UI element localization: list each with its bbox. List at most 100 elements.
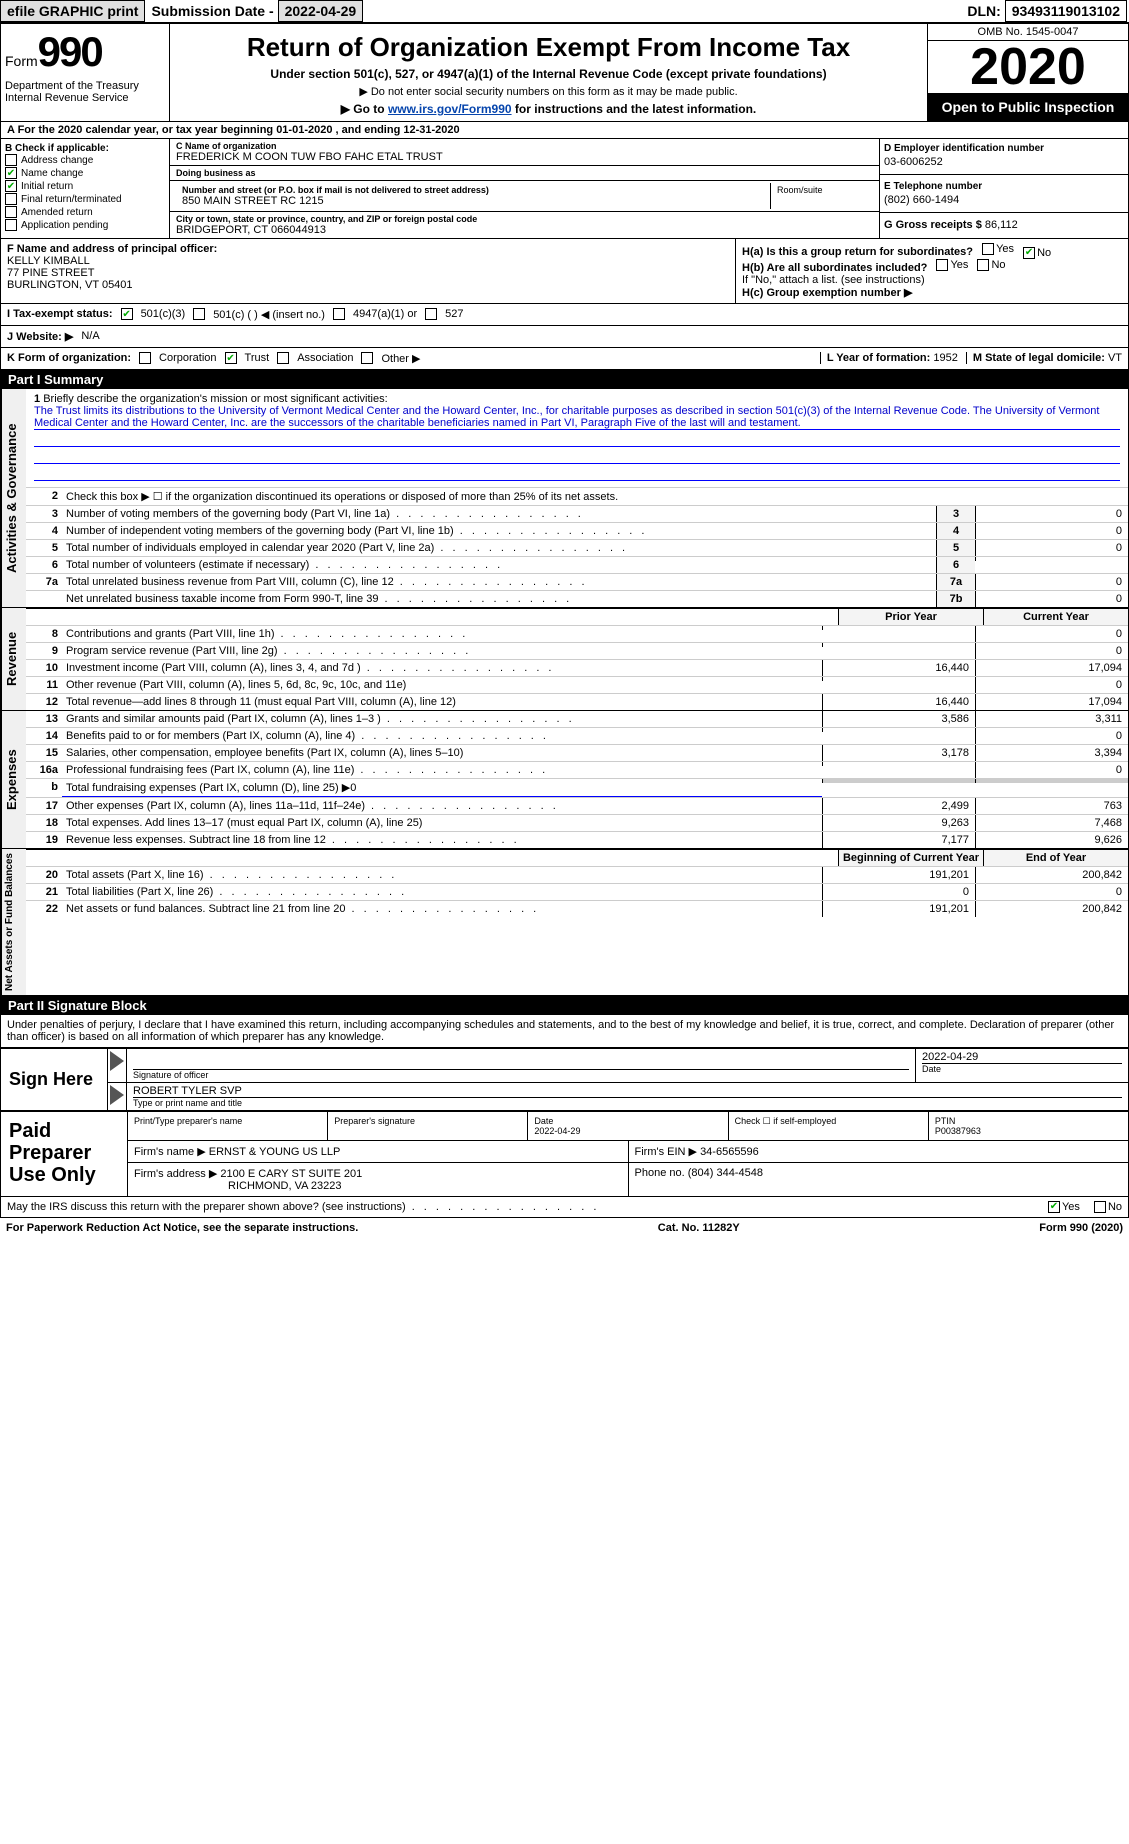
box-h: H(a) Is this a group return for subordin… bbox=[736, 239, 1128, 303]
chk-corp[interactable] bbox=[139, 352, 151, 364]
sign-here-label: Sign Here bbox=[1, 1049, 108, 1110]
tax-year: 2020 bbox=[928, 41, 1128, 93]
line14: Benefits paid to or for members (Part IX… bbox=[62, 728, 822, 744]
c9: 0 bbox=[975, 643, 1128, 659]
lbl-app-pending: Application pending bbox=[21, 220, 108, 231]
lbl-final-return: Final return/terminated bbox=[21, 194, 122, 205]
line17: Other expenses (Part IX, column (A), lin… bbox=[62, 798, 822, 814]
ha-yes[interactable] bbox=[982, 243, 994, 255]
type-name-label: Type or print name and title bbox=[133, 1097, 1122, 1108]
firm-ein-label: Firm's EIN ▶ bbox=[635, 1146, 701, 1158]
c10: 17,094 bbox=[975, 660, 1128, 676]
row-i-tax-exempt: I Tax-exempt status: ✔501(c)(3) 501(c) (… bbox=[0, 304, 1129, 326]
p17: 2,499 bbox=[822, 798, 975, 814]
chk-501c3[interactable]: ✔ bbox=[121, 308, 133, 320]
line7b: Net unrelated business taxable income fr… bbox=[62, 591, 936, 607]
chk-other[interactable] bbox=[361, 352, 373, 364]
main-title: Return of Organization Exempt From Incom… bbox=[180, 32, 917, 63]
chk-initial-return[interactable]: ✔ bbox=[5, 180, 17, 192]
form-990-label: Form 990 bbox=[5, 28, 165, 76]
box-c: C Name of organization FREDERICK M COON … bbox=[170, 139, 880, 238]
penalties-text: Under penalties of perjury, I declare th… bbox=[0, 1015, 1129, 1048]
arrow-icon bbox=[110, 1085, 124, 1105]
gross-label: G Gross receipts $ bbox=[884, 219, 985, 231]
efile-print[interactable]: efile GRAPHIC print bbox=[0, 0, 145, 22]
v5: 0 bbox=[975, 540, 1128, 556]
c18: 7,468 bbox=[975, 815, 1128, 831]
sign-here-block: Sign Here Signature of officer 2022-04-2… bbox=[0, 1048, 1129, 1111]
irs-no-label: No bbox=[1108, 1201, 1122, 1213]
part-1-header: Part I Summary bbox=[0, 370, 1129, 389]
lbl-address-change: Address change bbox=[21, 155, 93, 166]
chk-assoc[interactable] bbox=[277, 352, 289, 364]
form-number: 990 bbox=[38, 28, 102, 76]
prep-date-label: Date bbox=[534, 1116, 553, 1126]
row-bcd: B Check if applicable: Address change ✔N… bbox=[0, 139, 1129, 239]
v4: 0 bbox=[975, 523, 1128, 539]
box-d: D Employer identification number 03-6006… bbox=[880, 139, 1128, 238]
side-expenses: Expenses bbox=[1, 711, 26, 848]
paid-preparer-block: Paid Preparer Use Only Print/Type prepar… bbox=[0, 1111, 1129, 1197]
chk-address-change[interactable] bbox=[5, 154, 17, 166]
p19: 7,177 bbox=[822, 832, 975, 848]
form-label: Form 990 (2020) bbox=[1039, 1222, 1123, 1234]
year-form-val: 1952 bbox=[933, 352, 957, 364]
line8: Contributions and grants (Part VIII, lin… bbox=[62, 626, 822, 642]
line6: Total number of volunteers (estimate if … bbox=[62, 557, 936, 573]
chk-name-change[interactable]: ✔ bbox=[5, 167, 17, 179]
c15: 3,394 bbox=[975, 745, 1128, 761]
chk-4947[interactable] bbox=[333, 308, 345, 320]
street-value: 850 MAIN STREET RC 1215 bbox=[182, 195, 764, 207]
firm-name-label: Firm's name ▶ bbox=[134, 1146, 209, 1158]
p14 bbox=[822, 728, 975, 732]
subtitle: Under section 501(c), 527, or 4947(a)(1)… bbox=[180, 67, 917, 81]
gross-value: 86,112 bbox=[985, 219, 1018, 231]
hb-yes[interactable] bbox=[936, 259, 948, 271]
irs-no[interactable] bbox=[1094, 1201, 1106, 1213]
line2: Check this box ▶ ☐ if the organization d… bbox=[62, 488, 1128, 505]
lbl-initial-return: Initial return bbox=[21, 181, 73, 192]
chk-app-pending[interactable] bbox=[5, 219, 17, 231]
year-form-label: L Year of formation: bbox=[827, 352, 934, 364]
lbl-corp: Corporation bbox=[159, 352, 216, 364]
firm-addr2: RICHMOND, VA 23223 bbox=[228, 1180, 342, 1192]
part-2-header: Part II Signature Block bbox=[0, 996, 1129, 1015]
hb-no[interactable] bbox=[977, 259, 989, 271]
goto-post: for instructions and the latest informat… bbox=[515, 102, 756, 116]
chk-trust[interactable]: ✔ bbox=[225, 352, 237, 364]
dln-value: 93493119013102 bbox=[1005, 0, 1127, 22]
chk-amended[interactable] bbox=[5, 206, 17, 218]
section-revenue: Revenue Prior YearCurrent Year 8Contribu… bbox=[0, 608, 1129, 711]
line16b: Total fundraising expenses (Part IX, col… bbox=[62, 779, 822, 797]
chk-527[interactable] bbox=[425, 308, 437, 320]
line5: Total number of individuals employed in … bbox=[62, 540, 936, 556]
line18: Total expenses. Add lines 13–17 (must eq… bbox=[62, 815, 822, 831]
lbl-4947: 4947(a)(1) or bbox=[353, 308, 417, 320]
lbl-name-change: Name change bbox=[21, 168, 83, 179]
no-label2: No bbox=[991, 259, 1005, 271]
section-expenses: Expenses 13Grants and similar amounts pa… bbox=[0, 711, 1129, 849]
line4: Number of independent voting members of … bbox=[62, 523, 936, 539]
phone-value: (802) 660-1494 bbox=[884, 194, 1124, 206]
header-right: OMB No. 1545-0047 2020 Open to Public In… bbox=[927, 24, 1128, 121]
chk-final-return[interactable] bbox=[5, 193, 17, 205]
form-header: Form 990 Department of the Treasury Inte… bbox=[0, 23, 1129, 122]
ein-value: 03-6006252 bbox=[884, 156, 1124, 168]
goto-link[interactable]: www.irs.gov/Form990 bbox=[388, 102, 512, 116]
submission-label: Submission Date - bbox=[147, 3, 277, 19]
irs-yes[interactable]: ✔ bbox=[1048, 1201, 1060, 1213]
line7a: Total unrelated business revenue from Pa… bbox=[62, 574, 936, 590]
dba-label: Doing business as bbox=[176, 168, 873, 178]
line13: Grants and similar amounts paid (Part IX… bbox=[62, 711, 822, 727]
self-employed: Check ☐ if self-employed bbox=[728, 1112, 928, 1140]
may-irs-row: May the IRS discuss this return with the… bbox=[0, 1197, 1129, 1218]
c11: 0 bbox=[975, 677, 1128, 693]
sig-officer-label: Signature of officer bbox=[133, 1069, 909, 1080]
section-net-assets: Net Assets or Fund Balances Beginning of… bbox=[0, 849, 1129, 996]
ha-no[interactable]: ✔ bbox=[1023, 247, 1035, 259]
line10: Investment income (Part VIII, column (A)… bbox=[62, 660, 822, 676]
box-f: F Name and address of principal officer:… bbox=[1, 239, 736, 303]
v6 bbox=[975, 557, 1128, 561]
chk-501c[interactable] bbox=[193, 308, 205, 320]
p20: 191,201 bbox=[822, 867, 975, 883]
